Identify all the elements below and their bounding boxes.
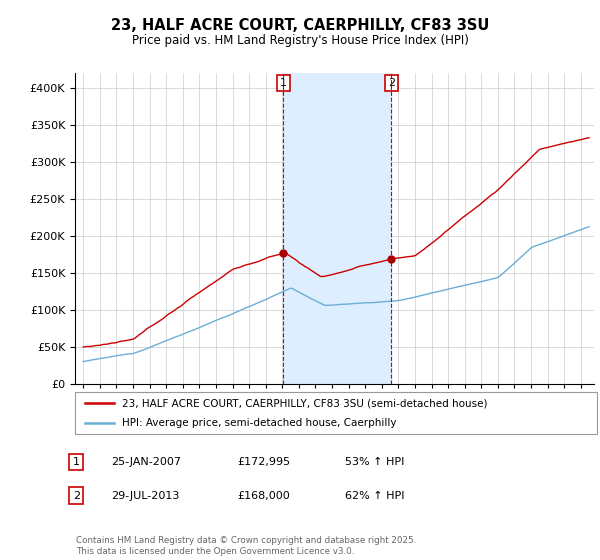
Text: 2: 2 [388,78,395,88]
FancyBboxPatch shape [75,392,597,434]
Text: 62% ↑ HPI: 62% ↑ HPI [345,491,404,501]
Bar [283,73,391,384]
Text: 29-JUL-2013: 29-JUL-2013 [111,491,179,501]
Text: Contains HM Land Registry data © Crown copyright and database right 2025.
This d: Contains HM Land Registry data © Crown c… [76,536,416,556]
Text: 25-JAN-2007: 25-JAN-2007 [111,457,181,467]
Text: 1: 1 [280,78,287,88]
Text: 1: 1 [73,457,80,467]
Text: 23, HALF ACRE COURT, CAERPHILLY, CF83 3SU (semi-detached house): 23, HALF ACRE COURT, CAERPHILLY, CF83 3S… [122,398,487,408]
Text: £172,995: £172,995 [237,457,290,467]
Text: Price paid vs. HM Land Registry's House Price Index (HPI): Price paid vs. HM Land Registry's House … [131,34,469,47]
Text: HPI: Average price, semi-detached house, Caerphilly: HPI: Average price, semi-detached house,… [122,418,397,428]
Text: 53% ↑ HPI: 53% ↑ HPI [345,457,404,467]
Text: £168,000: £168,000 [237,491,290,501]
Text: 2: 2 [73,491,80,501]
Text: 23, HALF ACRE COURT, CAERPHILLY, CF83 3SU: 23, HALF ACRE COURT, CAERPHILLY, CF83 3S… [111,18,489,32]
